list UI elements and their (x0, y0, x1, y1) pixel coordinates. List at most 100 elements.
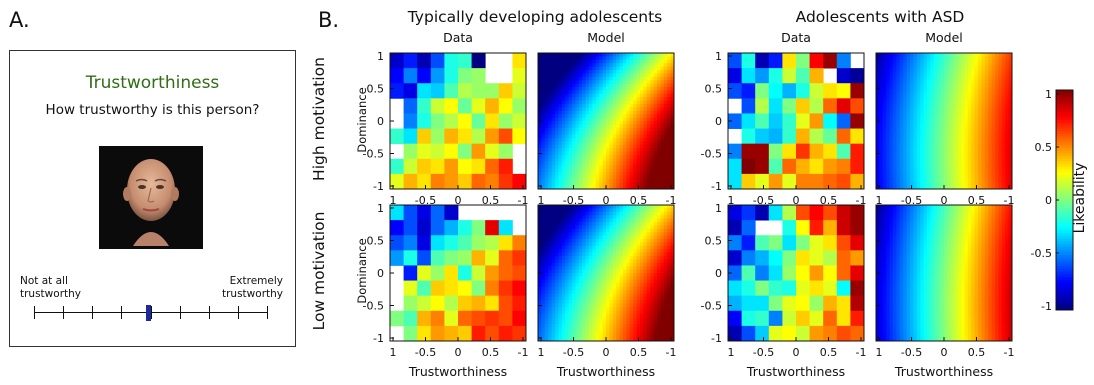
model-cell (636, 228, 641, 233)
model-cell (568, 97, 573, 101)
model-cell (882, 131, 887, 135)
model-cell (643, 110, 648, 115)
model-cell (592, 90, 597, 95)
model-cell (626, 59, 631, 64)
model-cell (984, 182, 989, 186)
model-cell (558, 165, 563, 169)
model-cell (933, 76, 938, 81)
model-cell (595, 286, 600, 291)
model-cell (930, 158, 935, 163)
model-cell (643, 90, 648, 95)
model-cell (981, 53, 986, 57)
model-cell (971, 59, 975, 64)
model-cell (899, 70, 904, 74)
model-cell (541, 97, 546, 101)
model-cell (544, 121, 549, 125)
model-cell (1008, 155, 1013, 159)
model-cell (889, 141, 894, 146)
model-cell (606, 269, 610, 274)
model-cell (599, 83, 603, 88)
model-cell (629, 56, 634, 61)
model-cell (595, 73, 600, 78)
model-cell (910, 117, 914, 122)
model-cell (910, 110, 914, 115)
model-cell (623, 262, 627, 267)
model-cell (636, 110, 641, 115)
model-cell (670, 53, 675, 57)
model-cell (670, 215, 675, 219)
model-cell (899, 131, 904, 135)
model-cell (623, 218, 627, 223)
model-cell (575, 131, 580, 135)
model-cell (903, 165, 907, 169)
model-cell (568, 307, 573, 311)
model-cell (957, 107, 962, 112)
model-cell (650, 87, 654, 91)
model-cell (636, 93, 641, 98)
model-cell (995, 53, 999, 57)
model-cell (971, 127, 975, 132)
model-cell (670, 296, 675, 301)
model-cell (544, 310, 549, 315)
model-cell (589, 283, 593, 287)
model-cell (657, 134, 661, 139)
model-cell (998, 73, 1003, 78)
model-cell (660, 127, 665, 132)
model-cell (578, 269, 583, 274)
model-cell (558, 232, 563, 236)
model-cell (940, 97, 945, 101)
model-cell (568, 90, 573, 95)
model-cell (623, 178, 627, 183)
rating-scale-marker[interactable] (145, 305, 151, 321)
model-cell (995, 182, 999, 186)
model-cell (633, 121, 637, 125)
model-cell (991, 83, 996, 88)
model-cell (930, 63, 935, 67)
scale-right-label: Extremely trustworthy (222, 275, 283, 301)
model-cell (930, 53, 935, 57)
model-cell (561, 161, 566, 166)
model-cell (538, 245, 542, 250)
model-cell (602, 63, 607, 67)
model-cell (944, 165, 948, 169)
model-cell (551, 104, 556, 108)
model-cell (657, 211, 661, 216)
model-cell (957, 83, 962, 88)
model-cell (609, 172, 614, 176)
model-cell (599, 168, 603, 173)
model-cell (544, 73, 549, 78)
model-cell (619, 279, 624, 284)
model-cell (906, 87, 911, 91)
model-cell (599, 100, 603, 105)
model-cell (643, 73, 648, 78)
model-cell (657, 286, 661, 291)
heatmap-cell (485, 325, 500, 342)
heatmap-cell (417, 235, 432, 251)
model-cell (657, 218, 661, 223)
model-cell (555, 185, 559, 190)
model-cell (548, 161, 552, 166)
model-cell (882, 73, 887, 78)
model-cell (595, 182, 600, 186)
model-cell (582, 296, 586, 301)
model-cell (558, 307, 563, 311)
model-cell (548, 208, 552, 213)
model-cell (538, 242, 542, 247)
heatmap-cell (850, 280, 865, 297)
model-cell (998, 121, 1003, 125)
model-cell (636, 165, 641, 169)
model-cell (910, 114, 914, 118)
model-cell (933, 83, 938, 88)
model-cell (886, 178, 890, 183)
model-cell (629, 100, 634, 105)
model-cell (646, 239, 651, 243)
model-cell (538, 100, 542, 105)
model-cell (599, 228, 603, 233)
model-cell (991, 141, 996, 146)
model-cell (984, 90, 989, 95)
model-cell (650, 218, 654, 223)
model-cell (988, 73, 992, 78)
model-cell (626, 151, 631, 156)
model-cell (650, 100, 654, 105)
model-cell (589, 127, 593, 132)
